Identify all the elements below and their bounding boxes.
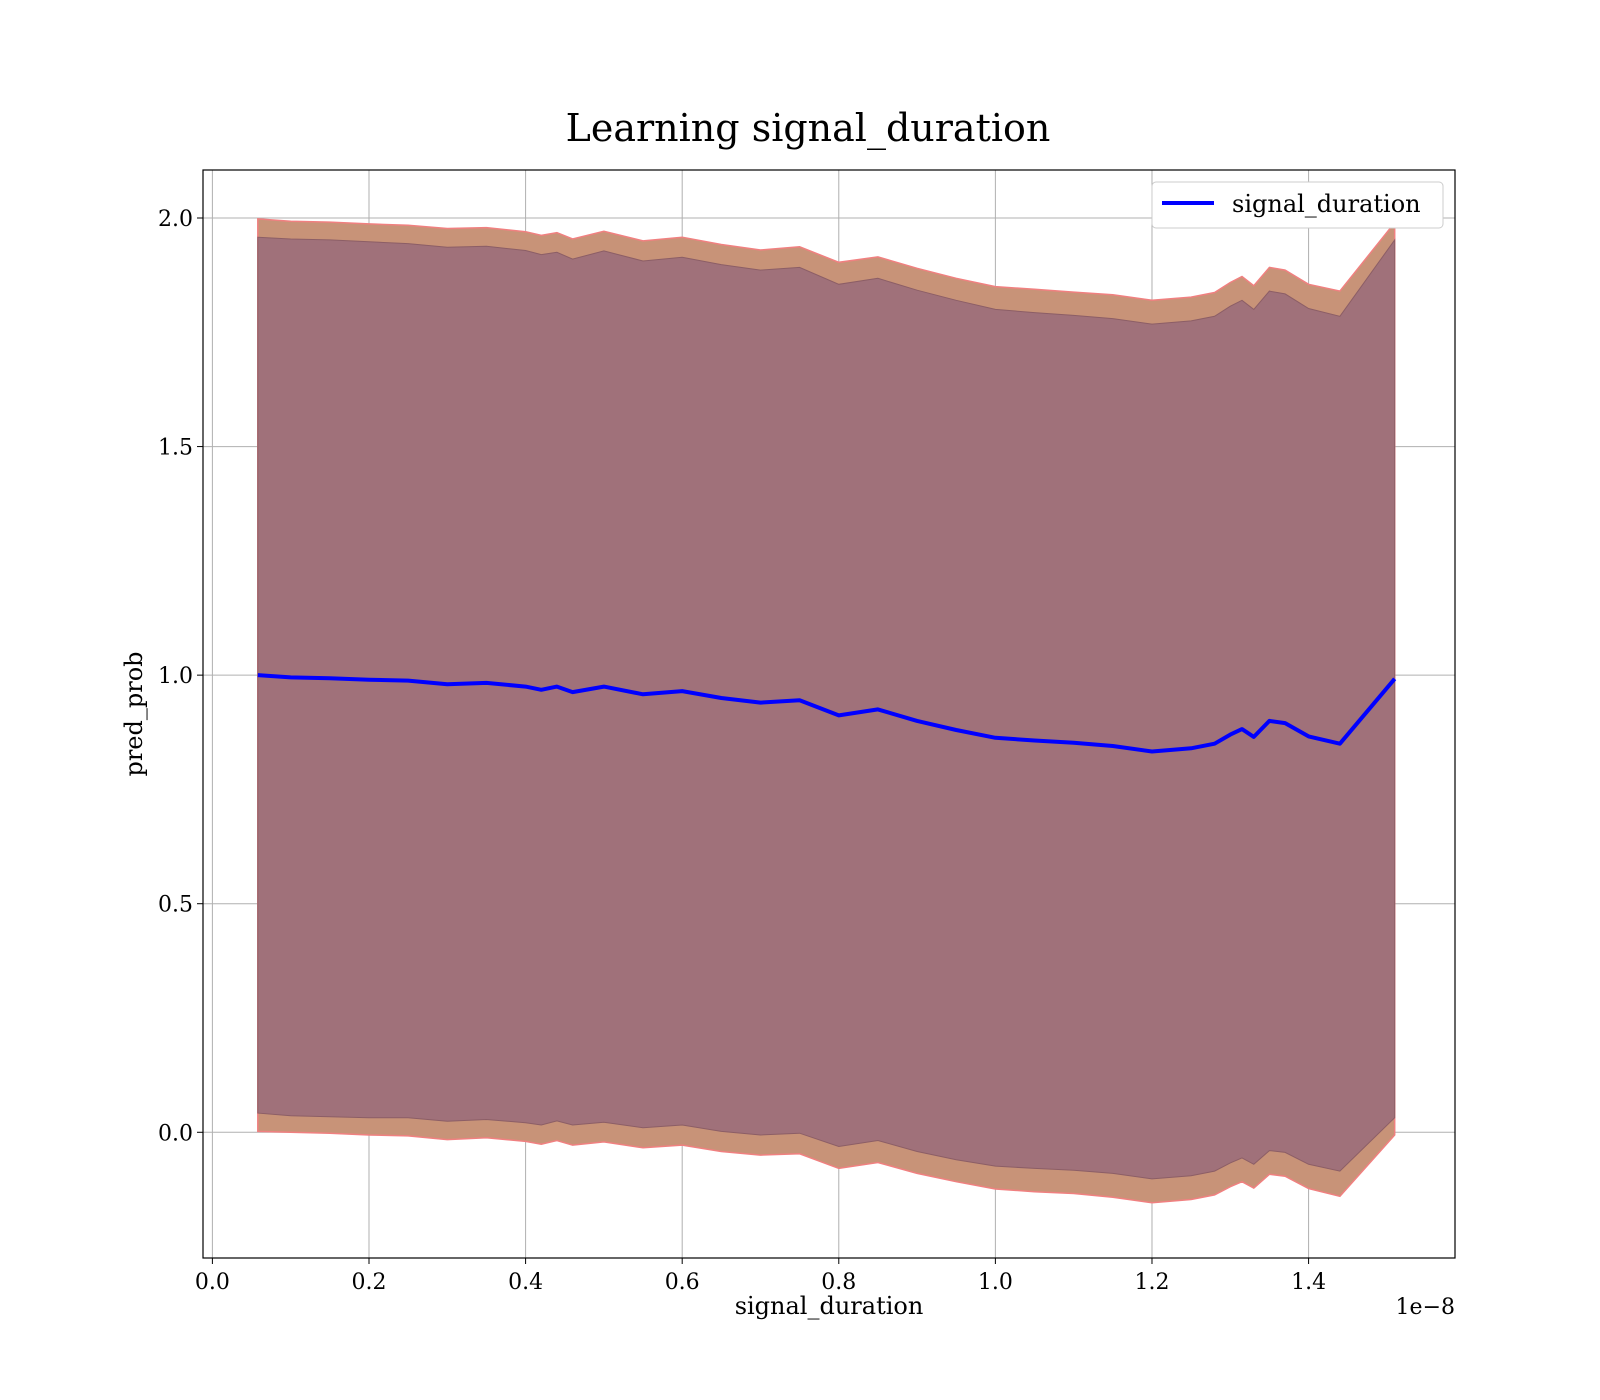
x-tick-label-1: 0.2 <box>351 1270 386 1295</box>
x-tick-label-2: 0.4 <box>508 1270 543 1295</box>
x-tick-label-7: 1.4 <box>1291 1270 1326 1295</box>
y-tick-label-4: 2.0 <box>158 207 193 232</box>
y-axis-label: pred_prob <box>120 651 148 776</box>
legend-box <box>1151 181 1444 229</box>
x-tick-label-4: 0.8 <box>821 1270 856 1295</box>
inner-band-0 <box>257 236 1396 1180</box>
y-tick-label-2: 1.0 <box>158 664 193 689</box>
y-ticks: 0.0 0.5 1.0 1.5 2.0 <box>158 207 203 1146</box>
chart-title: Learning signal_duration <box>566 106 1051 151</box>
series-lines <box>257 673 1397 754</box>
x-tick-label-5: 1.0 <box>978 1270 1013 1295</box>
y-tick-label-0: 0.0 <box>158 1121 193 1146</box>
x-tick-label-3: 0.6 <box>665 1270 700 1295</box>
legend: signal_duration <box>1151 181 1444 229</box>
plot-frame <box>202 169 1456 1259</box>
x-offset-text: 1e−8 <box>1396 1295 1455 1320</box>
legend-label-signal_duration: signal_duration <box>1232 190 1421 218</box>
x-tick-label-6: 1.2 <box>1134 1270 1169 1295</box>
x-tick-label-0: 0.0 <box>195 1270 230 1295</box>
y-tick-label-1: 0.5 <box>158 893 193 918</box>
x-axis-label: signal_duration <box>735 1292 924 1320</box>
series-line-signal_duration <box>257 673 1397 754</box>
y-tick-label-3: 1.5 <box>158 436 193 461</box>
x-ticks: 0.0 0.2 0.4 0.6 0.8 1.0 1.2 1.4 <box>195 1258 1326 1295</box>
